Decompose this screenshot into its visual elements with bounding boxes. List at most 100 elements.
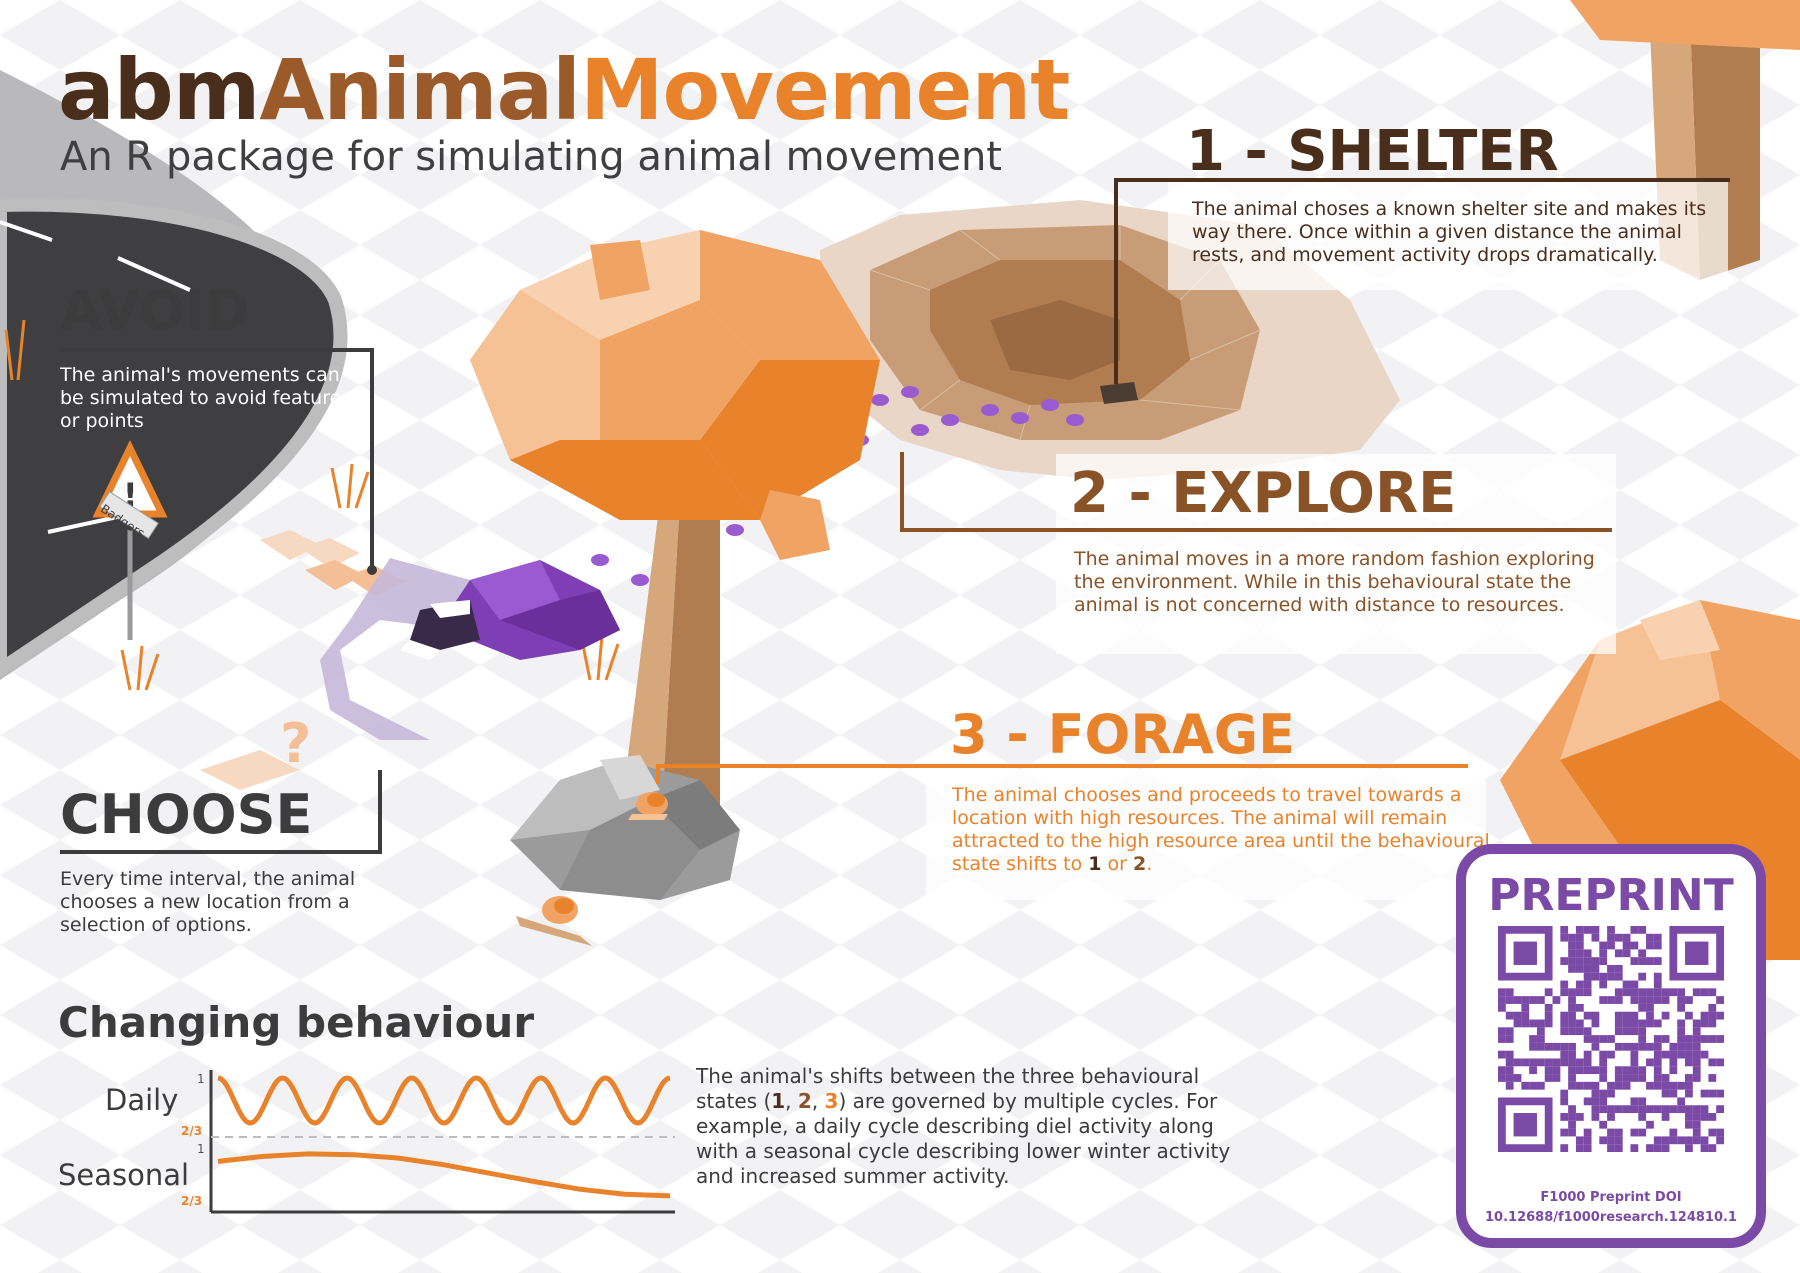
forage-state-1: 1: [1088, 853, 1102, 875]
qr-module: [1568, 1058, 1576, 1067]
qr-module: [1661, 1089, 1670, 1098]
qr-module: [1599, 949, 1608, 958]
qr-module: [1638, 1003, 1647, 1012]
qr-module: [1646, 988, 1654, 997]
qr-module: [1591, 1097, 1600, 1106]
qr-module: [1560, 933, 1569, 942]
qr-module: [1591, 1081, 1600, 1090]
qr-module: [1521, 996, 1530, 1004]
qr-module: [1560, 926, 1569, 934]
qr-module: [1716, 1089, 1724, 1098]
qr-module: [1622, 933, 1631, 942]
qr-module: [1599, 1097, 1608, 1106]
qr-module: [1536, 1081, 1545, 1090]
qr-module: [1716, 996, 1724, 1004]
qr-module: [1661, 1136, 1670, 1145]
qr-module: [1685, 1105, 1693, 1114]
qr-module: [1529, 1066, 1537, 1075]
qr-module: [1646, 1081, 1654, 1090]
forage-or: or: [1101, 853, 1133, 875]
qr-module: [1646, 1144, 1654, 1152]
qr-module: [1653, 1035, 1662, 1043]
qr-module: [1575, 1058, 1584, 1067]
qr-module: [1583, 980, 1592, 989]
qr-module: [1700, 988, 1709, 997]
forage-end: .: [1146, 853, 1153, 875]
qr-module: [1685, 1035, 1693, 1043]
qr-module: [1614, 933, 1623, 942]
qr-module: [1505, 996, 1514, 1004]
qr-module: [1653, 1136, 1662, 1145]
qr-module: [1630, 980, 1639, 989]
qr-module: [1708, 1128, 1717, 1137]
qr-module: [1708, 1144, 1717, 1152]
qr-module: [1716, 1128, 1724, 1137]
qr-module: [1536, 1058, 1545, 1067]
qr-module: [1529, 1058, 1537, 1067]
qr-module: [1653, 1081, 1662, 1090]
qr-module: [1716, 1136, 1724, 1145]
qr-module: [1700, 1136, 1709, 1145]
qr-module: [1669, 1042, 1678, 1051]
qr-module: [1630, 1105, 1639, 1114]
qr-module: [1630, 1144, 1639, 1152]
qr-module: [1544, 1003, 1553, 1012]
qr-module: [1653, 1144, 1662, 1152]
qr-module: [1575, 941, 1584, 950]
qr-module: [1583, 1011, 1592, 1020]
qr-module: [1622, 1027, 1631, 1036]
qr-module: [1653, 941, 1662, 950]
preprint-doi[interactable]: 10.12688/f1000research.124810.1: [1485, 1210, 1737, 1225]
qr-module: [1653, 1019, 1662, 1028]
qr-code-icon[interactable]: [1498, 926, 1724, 1152]
qr-module: [1646, 1003, 1654, 1012]
qr-module: [1692, 1050, 1701, 1059]
qr-module: [1607, 941, 1615, 950]
qr-module: [1513, 1019, 1522, 1028]
seasonal-label: Seasonal: [58, 1158, 190, 1192]
qr-module: [1529, 1019, 1537, 1028]
qr-module: [1568, 964, 1576, 973]
qr-module: [1669, 1066, 1678, 1075]
qr-module: [1630, 1128, 1639, 1137]
changing-text-a: The animal's shifts between the three be…: [696, 1064, 1200, 1113]
qr-module: [1700, 1019, 1709, 1028]
qr-module: [1529, 1035, 1537, 1043]
qr-module: [1677, 1097, 1686, 1106]
forage-state-2: 2: [1133, 853, 1147, 875]
qr-module: [1599, 980, 1608, 989]
qr-module: [1599, 957, 1608, 965]
qr-module: [1498, 1066, 1506, 1075]
qr-module: [1685, 1074, 1693, 1082]
changing-state-3: 3: [824, 1089, 839, 1113]
explore-description: The animal moves in a more random fashio…: [1074, 548, 1595, 616]
qr-module: [1575, 980, 1584, 989]
preprint-card[interactable]: PREPRINT F1000 Preprint DOI 10.12688/f10…: [1456, 844, 1766, 1248]
qr-module: [1646, 1042, 1654, 1051]
qr-module: [1669, 1105, 1678, 1114]
title-part-abm: abm: [58, 41, 260, 139]
qr-module: [1544, 1058, 1553, 1067]
qr-module: [1708, 1019, 1717, 1028]
qr-module: [1630, 941, 1639, 950]
qr-module: [1646, 1058, 1654, 1067]
forage-text-main: The animal chooses and proceeds to trave…: [952, 784, 1490, 875]
qr-module: [1544, 1042, 1553, 1051]
qr-module: [1622, 1074, 1631, 1082]
qr-module: [1560, 1097, 1569, 1106]
qr-module: [1614, 972, 1623, 981]
qr-module: [1677, 1136, 1686, 1145]
qr-module: [1591, 1035, 1600, 1043]
qr-module: [1513, 996, 1522, 1004]
qr-module: [1638, 1105, 1647, 1114]
qr-module: [1607, 1081, 1615, 1090]
qr-module: [1498, 996, 1506, 1004]
qr-module: [1638, 1035, 1647, 1043]
qr-module: [1630, 1011, 1639, 1020]
avoid-description: The animal's movements can be simulated …: [60, 364, 352, 432]
qr-module: [1669, 1058, 1678, 1067]
qr-module: [1700, 1089, 1709, 1098]
qr-module: [1607, 1113, 1615, 1121]
qr-module: [1630, 1097, 1639, 1106]
qr-module: [1599, 1050, 1608, 1059]
